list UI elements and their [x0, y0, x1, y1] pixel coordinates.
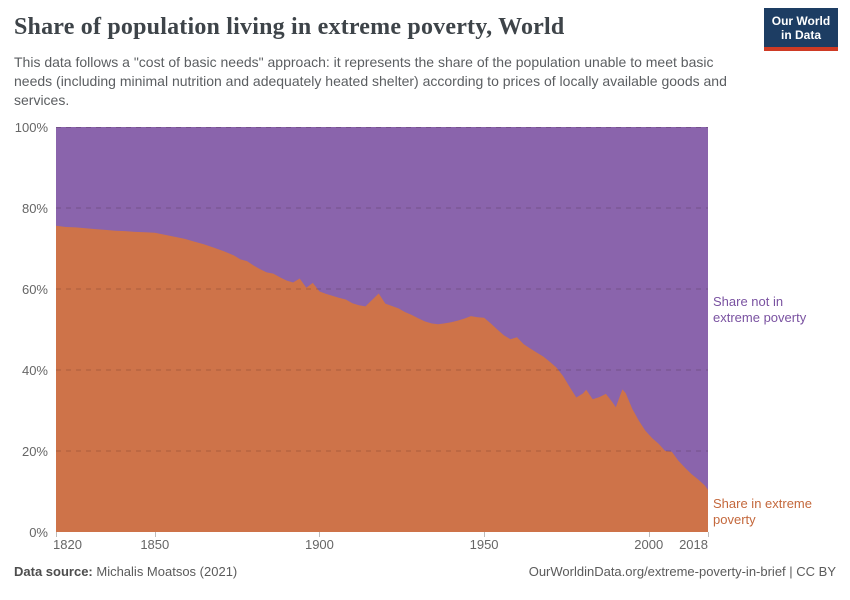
- series-label-share-not-in-extreme-poverty: Share not in extreme poverty: [713, 294, 807, 325]
- y-tick-label: 40%: [21, 363, 48, 378]
- y-tick-label: 20%: [21, 444, 48, 459]
- data-source-value: Michalis Moatsos (2021): [92, 564, 238, 579]
- footer-link[interactable]: OurWorldinData.org/extreme-poverty-in-br…: [528, 564, 836, 579]
- x-tick-label: 2018: [679, 537, 708, 552]
- owid-logo-line1: Our World: [771, 14, 831, 28]
- x-tick-label: 1900: [304, 537, 334, 552]
- x-tick-mark: [708, 532, 709, 537]
- owid-logo[interactable]: Our World in Data: [764, 8, 838, 51]
- x-tick-mark: [319, 532, 321, 537]
- x-tick-label: 1950: [469, 537, 499, 552]
- x-tick-label: 2000: [634, 537, 664, 552]
- page-title: Share of population living in extreme po…: [14, 14, 565, 40]
- data-source-label: Data source:: [14, 564, 93, 579]
- x-tick-mark: [56, 532, 57, 537]
- x-tick-mark: [154, 532, 156, 537]
- y-tick-label: 60%: [21, 282, 48, 297]
- chart-footer: Data source: Michalis Moatsos (2021) Our…: [14, 564, 836, 579]
- data-source: Data source: Michalis Moatsos (2021): [14, 564, 237, 579]
- x-tick-mark: [484, 532, 486, 537]
- y-tick-label: 0%: [29, 525, 48, 540]
- y-tick-label: 100%: [14, 120, 48, 135]
- area-share-in-extreme-poverty: [56, 225, 708, 532]
- x-tick-mark: [648, 532, 650, 537]
- owid-logo-line2: in Data: [780, 28, 821, 42]
- x-tick-label: 1850: [140, 537, 170, 552]
- x-tick-label: 1820: [53, 537, 82, 552]
- y-tick-label: 80%: [21, 201, 48, 216]
- series-label-share-in-extreme-poverty: Share in extreme poverty: [713, 496, 812, 527]
- stacked-area-plot: [56, 127, 708, 532]
- chart-subtitle: This data follows a "cost of basic needs…: [14, 54, 727, 108]
